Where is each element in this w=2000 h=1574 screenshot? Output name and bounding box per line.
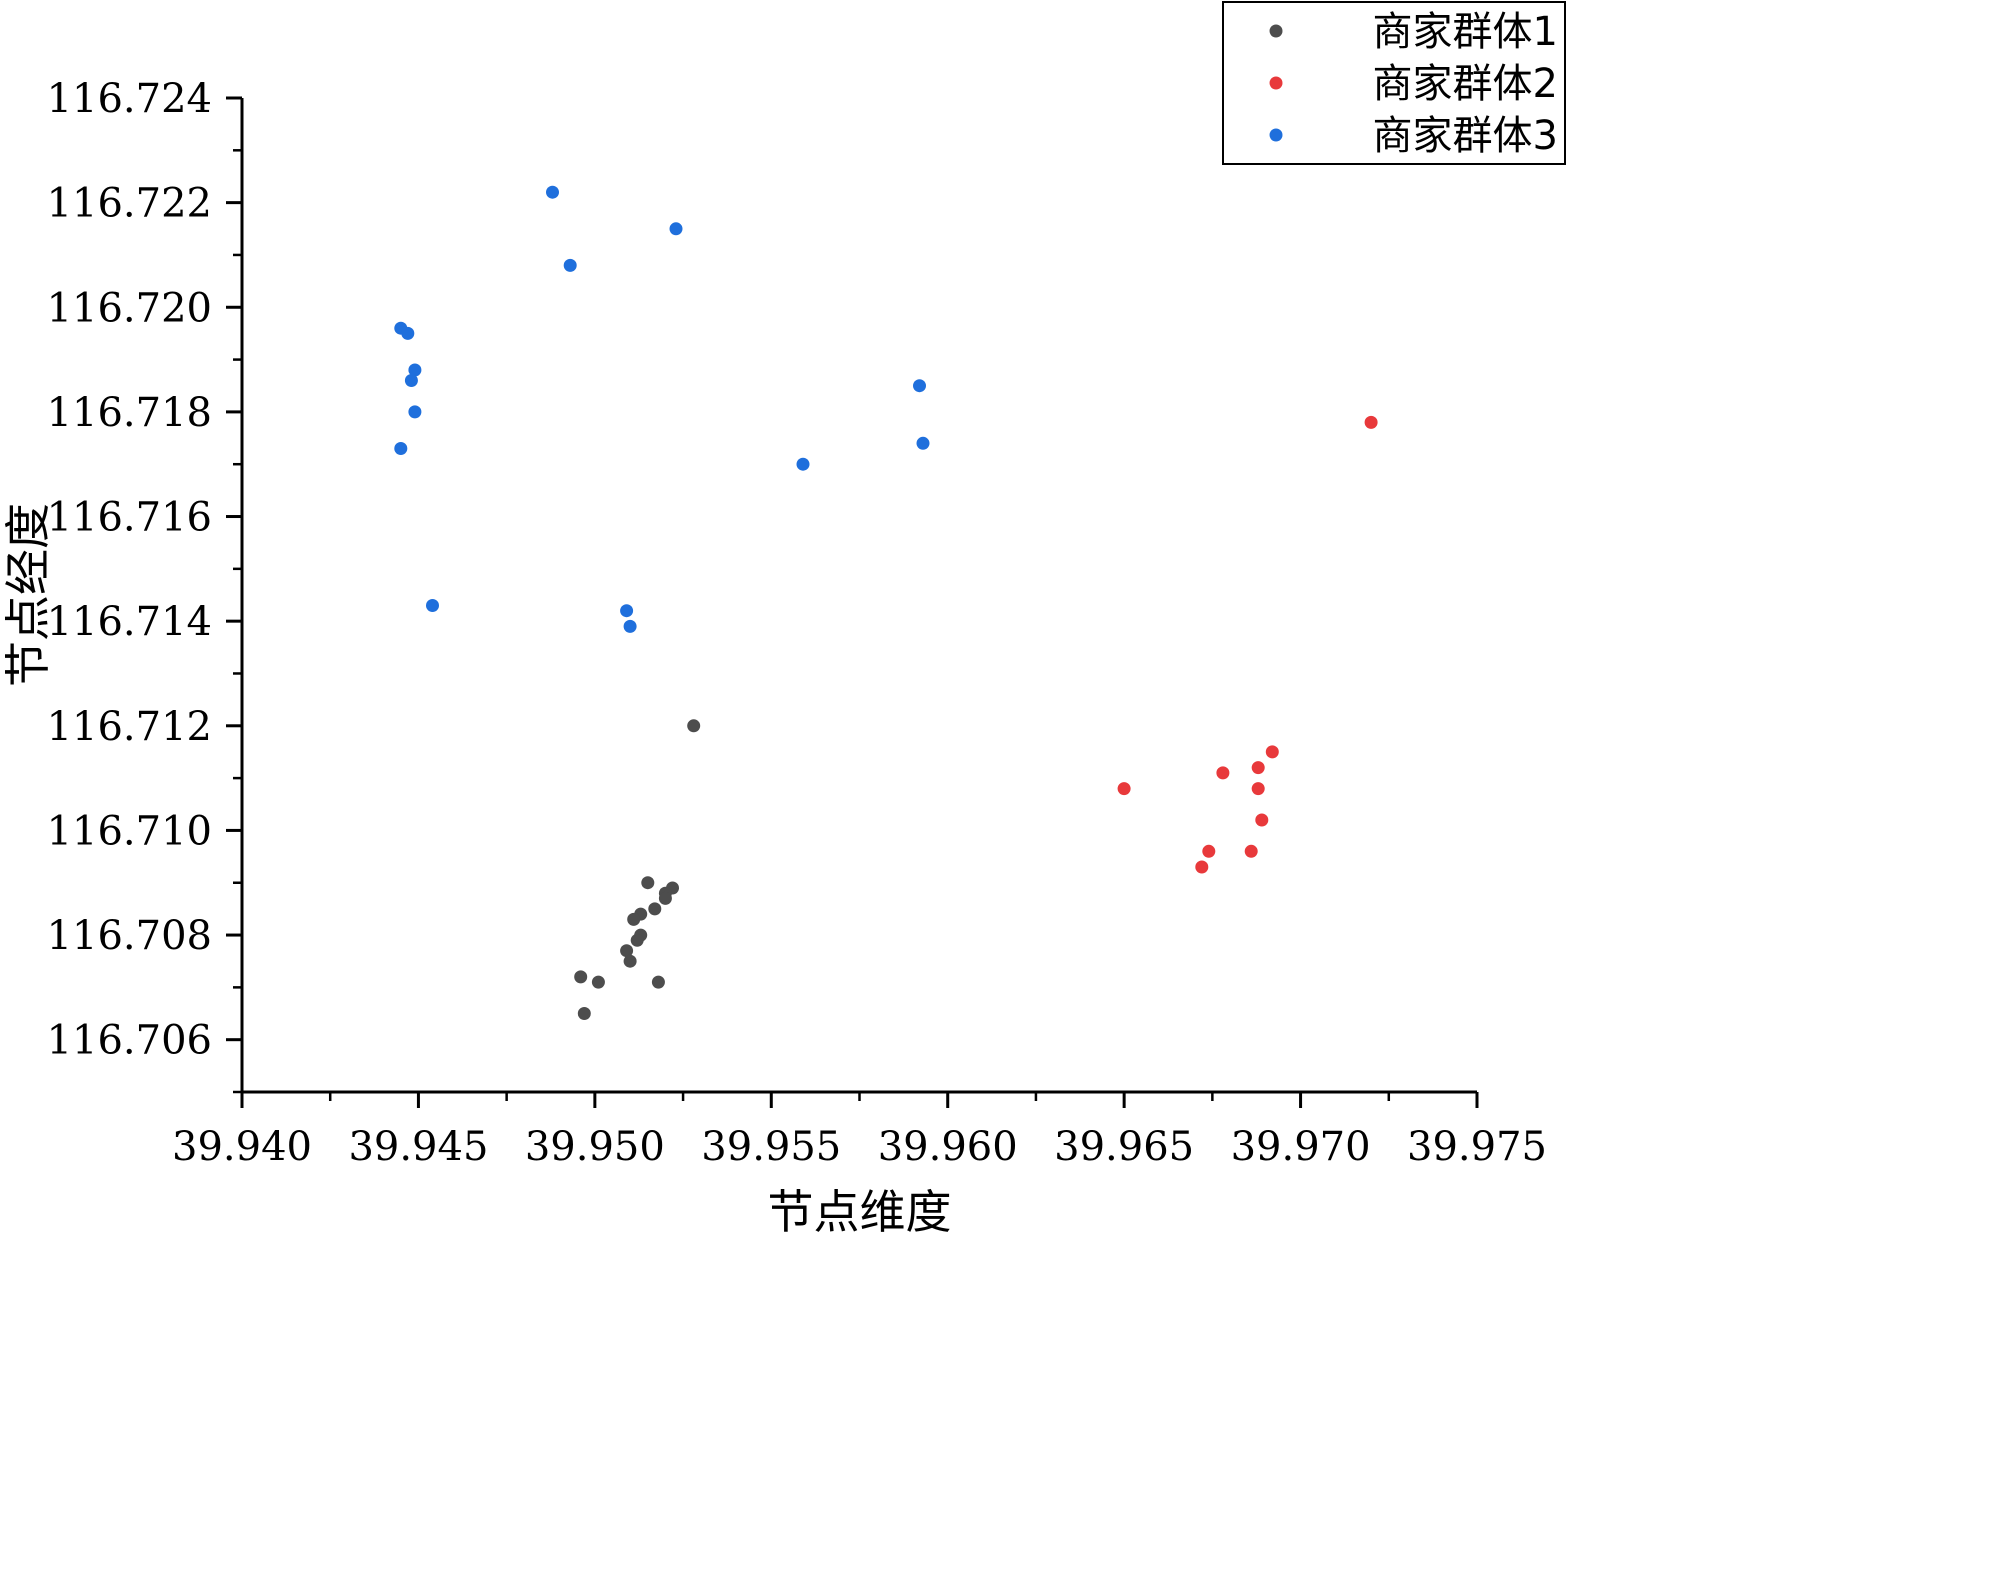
x-tick-label: 39.960 (878, 1124, 1018, 1170)
data-point-series-3 (401, 326, 415, 340)
x-tick-label: 39.975 (1407, 1124, 1547, 1170)
data-point-series-2 (1265, 745, 1279, 759)
data-point-series-1 (591, 975, 605, 989)
legend-label: 商家群体1 (1373, 9, 1558, 55)
data-point-series-2 (1216, 766, 1230, 780)
y-tick-label: 116.718 (47, 390, 212, 436)
data-point-series-2 (1117, 782, 1131, 796)
data-point-series-2 (1251, 782, 1265, 796)
data-point-series-3 (669, 222, 683, 236)
y-tick-label: 116.708 (47, 913, 212, 959)
data-point-series-3 (408, 405, 422, 419)
data-point-series-1 (630, 933, 644, 947)
data-point-series-3 (546, 185, 559, 199)
data-points (394, 185, 1378, 1020)
data-point-series-3 (408, 363, 422, 377)
x-axis-title: 节点维度 (768, 1185, 952, 1237)
legend: 商家群体1 商家群体2 商家群体3 (1222, 1, 1566, 165)
data-point-series-1 (658, 891, 672, 905)
y-tick-label: 116.710 (47, 808, 212, 854)
axes: 39.940 39.945 39.950 39.955 39.960 39.965 39.9… (1, 76, 1547, 1237)
data-point-series-1 (574, 970, 588, 984)
data-point-series-1 (623, 954, 637, 968)
y-axis-title: 节点经度 (1, 503, 55, 687)
y-tick-label: 116.706 (47, 1018, 212, 1064)
data-point-series-1 (648, 902, 662, 916)
data-point-series-1 (620, 944, 634, 958)
x-tick-label: 39.955 (701, 1124, 841, 1170)
data-point-series-2 (1195, 860, 1209, 874)
data-point-series-3 (404, 374, 418, 387)
data-point-series-3 (620, 604, 634, 618)
y-tick-label: 116.724 (47, 76, 212, 122)
y-tick-label: 116.714 (47, 599, 212, 645)
scatter-chart: 39.940 39.945 39.950 39.955 39.960 39.965 39.9… (1, 1, 1566, 1237)
y-tick-label: 116.720 (47, 285, 212, 331)
data-point-series-2 (1251, 761, 1265, 775)
legend-label: 商家群体2 (1373, 61, 1558, 107)
data-point-series-1 (641, 876, 655, 890)
data-point-series-2 (1202, 844, 1216, 858)
data-point-series-3 (623, 619, 637, 633)
data-point-series-2 (1364, 415, 1378, 429)
data-point-series-3 (916, 436, 930, 450)
data-point-series-1 (687, 719, 701, 733)
data-point-series-3 (796, 457, 810, 471)
data-point-series-3 (426, 599, 439, 612)
legend-marker (1269, 76, 1283, 90)
y-tick-label: 116.712 (47, 704, 212, 750)
data-point-series-3 (563, 258, 577, 272)
data-point-series-3 (913, 379, 926, 393)
legend-label: 商家群体3 (1373, 113, 1558, 159)
x-tick-label: 39.970 (1231, 1124, 1371, 1170)
data-point-series-2 (1255, 813, 1269, 827)
data-point-series-3 (394, 442, 408, 455)
legend-marker (1269, 24, 1283, 38)
x-tick-label: 39.950 (525, 1124, 665, 1170)
x-tick-label: 39.945 (348, 1124, 488, 1170)
data-point-series-1 (577, 1007, 591, 1020)
x-tick-label: 39.940 (172, 1124, 312, 1170)
data-point-series-1 (627, 912, 641, 926)
y-tick-label: 116.722 (47, 181, 212, 227)
legend-marker (1269, 128, 1283, 142)
data-point-series-2 (1244, 844, 1258, 858)
x-tick-label: 39.965 (1054, 1124, 1194, 1170)
data-point-series-1 (651, 975, 665, 989)
y-tick-label: 116.716 (47, 495, 212, 541)
